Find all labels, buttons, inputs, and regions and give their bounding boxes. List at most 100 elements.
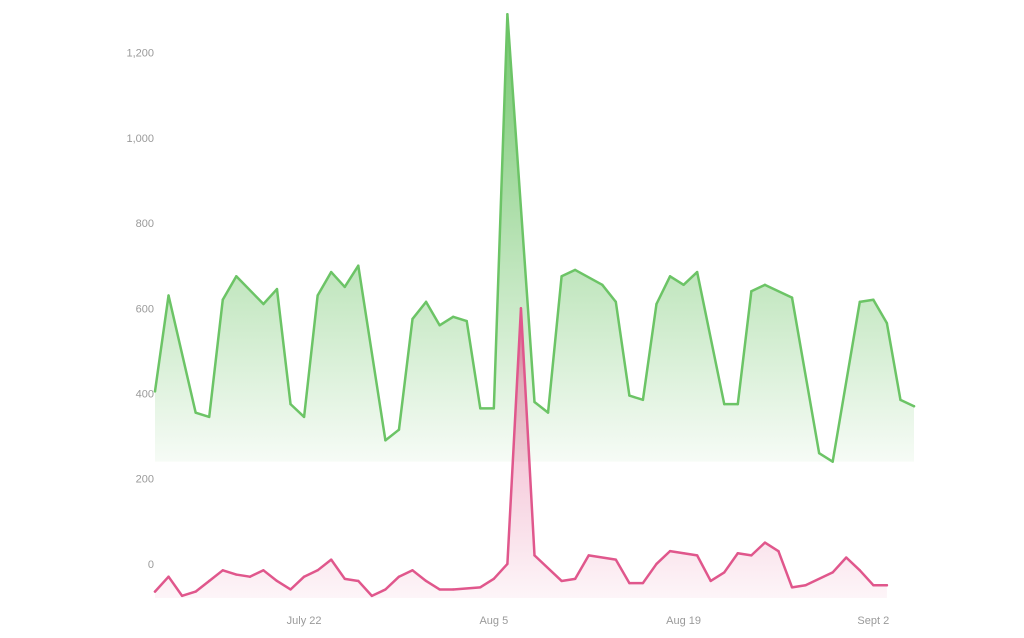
series-2-point: [682, 552, 685, 555]
y-tick-label: 0: [148, 559, 154, 571]
series-2-point: [831, 571, 834, 574]
series-1-point: [316, 294, 319, 297]
y-axis: 0 200 400 600 800 1,000 1,200: [126, 48, 154, 571]
series-1-point: [262, 302, 265, 306]
series-1-point: [289, 402, 292, 406]
series-1-line: [153, 13, 916, 463]
series-2-point: [804, 584, 807, 587]
x-tick-label: Sept 2: [857, 615, 889, 627]
series-2-point: [451, 588, 455, 591]
series-2-area: [155, 308, 887, 598]
series-1-point: [655, 302, 658, 306]
series-2-point: [519, 307, 523, 310]
y-tick-label: 1,200: [126, 48, 154, 60]
series-1-point: [465, 319, 468, 323]
series-1-point: [858, 300, 861, 304]
series-2-point: [397, 575, 401, 578]
series-1-point: [601, 283, 604, 287]
series-2-point: [587, 554, 590, 557]
series-2-point: [153, 590, 157, 593]
series-1-point: [763, 283, 767, 287]
series-1-point: [750, 290, 753, 293]
series-2-point: [573, 577, 577, 581]
series-2-point: [438, 588, 441, 591]
series-1-point: [302, 415, 306, 419]
series-2-point: [560, 579, 563, 583]
series-2-point: [302, 575, 306, 578]
series-2-point: [479, 586, 482, 589]
series-2-point: [533, 554, 536, 557]
series-1-point: [424, 300, 428, 304]
series-2-point: [668, 549, 672, 553]
series-2-point: [628, 581, 631, 585]
series-1-point: [614, 300, 618, 304]
series-1-point: [492, 407, 496, 410]
series-1-point: [221, 298, 224, 301]
series-2-point: [411, 569, 414, 572]
series-1-point: [167, 294, 170, 297]
series-2-point: [316, 569, 319, 572]
series-1-point: [736, 402, 739, 406]
series-1-point: [885, 321, 889, 325]
y-tick-label: 800: [136, 218, 154, 230]
series-2-point: [221, 569, 224, 572]
y-tick-label: 400: [136, 388, 154, 400]
series-1-point: [451, 315, 455, 318]
series-1-point: [208, 415, 211, 419]
series-1-point: [235, 275, 238, 278]
series-2-point: [235, 573, 238, 576]
series-1-point: [479, 407, 482, 410]
x-axis: July 22 Aug 5 Aug 19 Sept 2: [287, 615, 890, 627]
x-tick-label: July 22: [287, 615, 322, 627]
series-2-point: [248, 575, 252, 578]
series-2-point: [750, 554, 753, 557]
x-tick-label: Aug 19: [666, 615, 701, 627]
series-1-point: [817, 451, 821, 455]
series-2-point: [709, 579, 712, 583]
series-2-point: [790, 586, 794, 589]
series-2-point: [424, 579, 428, 583]
series-1-point: [357, 264, 360, 267]
series-1-point: [275, 287, 279, 291]
series-2-point: [641, 581, 645, 585]
series-2-point: [695, 554, 699, 557]
y-tick-label: 600: [136, 303, 154, 315]
series-2-point: [289, 588, 292, 591]
x-tick-label: Aug 5: [479, 615, 508, 627]
series-1-point: [912, 405, 916, 408]
series-2-point: [343, 577, 346, 581]
series-2-point: [208, 579, 211, 583]
series-1-point: [899, 398, 902, 402]
series-1-point: [668, 275, 672, 278]
series-2-point: [736, 552, 739, 555]
series-2-point: [872, 584, 875, 587]
series-1-point: [384, 439, 387, 442]
series-1-point: [872, 298, 875, 301]
series-1-point: [695, 270, 699, 274]
series-2-point: [194, 590, 197, 593]
series-2-point: [655, 562, 658, 566]
series-2-point: [167, 575, 170, 578]
series-2-point: [275, 579, 279, 583]
series-2-point: [845, 556, 848, 559]
series-2-point: [885, 584, 889, 587]
series-2-point: [858, 569, 861, 572]
series-1-point: [628, 394, 631, 397]
series-2-point: [384, 588, 387, 591]
series-2-point: [330, 558, 333, 561]
series-1-point: [397, 428, 401, 431]
series-2-point: [506, 562, 509, 566]
series-1-point: [790, 296, 794, 299]
y-tick-label: 200: [136, 474, 154, 486]
series-2-point: [723, 571, 726, 574]
series-1-point: [153, 390, 157, 393]
series-1-point: [438, 324, 441, 327]
series-2-point: [262, 569, 265, 572]
series-1-point: [343, 285, 346, 289]
series-1-point: [573, 268, 577, 272]
series-1-point: [723, 402, 726, 406]
series-2-point: [492, 577, 496, 581]
plot-area: [153, 13, 916, 598]
series-1-point: [682, 283, 685, 287]
